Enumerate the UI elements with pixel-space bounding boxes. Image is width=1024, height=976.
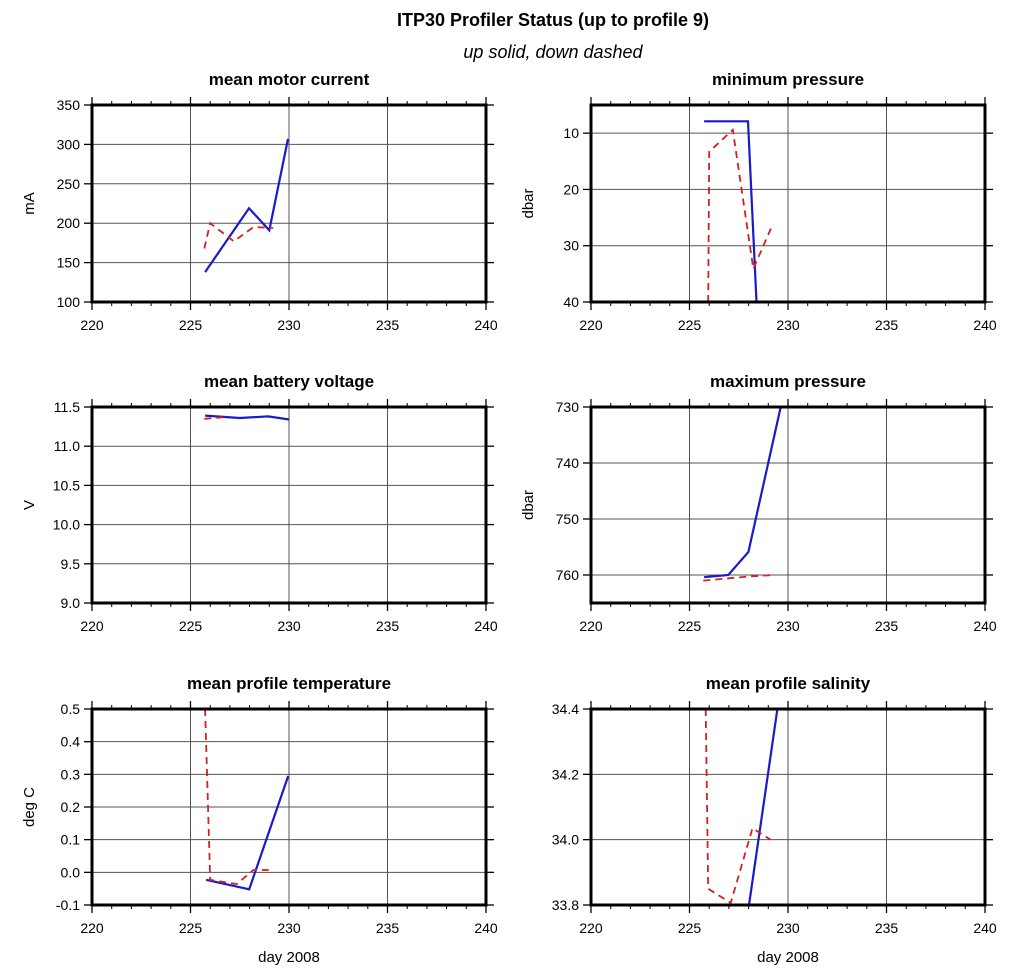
x-tick-label: 240 bbox=[474, 920, 498, 936]
y-axis-label: V bbox=[21, 500, 38, 510]
series-down-line bbox=[204, 417, 224, 419]
x-tick-label: 235 bbox=[376, 618, 400, 634]
y-tick-label: 9.5 bbox=[61, 556, 81, 572]
series-down-line bbox=[706, 709, 771, 903]
y-tick-label: 0.2 bbox=[61, 799, 81, 815]
y-axis-label: dbar bbox=[520, 490, 537, 520]
y-tick-label: 750 bbox=[556, 511, 580, 527]
x-tick-label: 225 bbox=[678, 317, 702, 333]
series-up-line bbox=[704, 121, 756, 302]
panel-5: 220 225 230 235 240 33.8 34.0 34.2 34.4 mean prof… bbox=[552, 674, 997, 966]
x-tick-label: 230 bbox=[277, 317, 301, 333]
y-tick-label: 34.0 bbox=[552, 832, 579, 848]
x-axis-label: day 2008 bbox=[757, 949, 819, 966]
x-tick-label: 235 bbox=[875, 618, 899, 634]
series-down-line bbox=[205, 709, 273, 884]
y-tick-label: 0.4 bbox=[61, 734, 81, 750]
y-tick-label: 10.5 bbox=[53, 477, 80, 493]
x-tick-label: 240 bbox=[474, 317, 498, 333]
series-up-line bbox=[205, 139, 288, 272]
y-tick-label: 0.0 bbox=[61, 864, 81, 880]
x-tick-label: 225 bbox=[678, 618, 702, 634]
y-tick-label: 10.0 bbox=[53, 517, 80, 533]
y-tick-label: 200 bbox=[57, 215, 81, 231]
figure-title: ITP30 Profiler Status (up to profile 9) bbox=[397, 10, 709, 30]
x-tick-label: 220 bbox=[579, 618, 603, 634]
panel-title: mean battery voltage bbox=[204, 372, 374, 391]
x-tick-label: 240 bbox=[973, 317, 997, 333]
x-tick-label: 240 bbox=[973, 920, 997, 936]
y-tick-label: 20 bbox=[563, 181, 579, 197]
y-axis-label: deg C bbox=[21, 787, 38, 827]
y-tick-label: 0.5 bbox=[61, 701, 81, 717]
panel-title: maximum pressure bbox=[710, 372, 866, 391]
series-up-line bbox=[704, 407, 781, 577]
x-tick-label: 225 bbox=[179, 618, 203, 634]
x-tick-label: 225 bbox=[678, 920, 702, 936]
figure-subtitle: up solid, down dashed bbox=[463, 42, 643, 62]
x-tick-label: 235 bbox=[875, 920, 899, 936]
y-tick-label: 33.8 bbox=[552, 897, 579, 913]
y-tick-label: 40 bbox=[563, 294, 579, 310]
series-down-line bbox=[204, 223, 273, 248]
x-tick-label: 225 bbox=[179, 920, 203, 936]
x-tick-label: 230 bbox=[776, 618, 800, 634]
panel-title: minimum pressure bbox=[712, 70, 864, 89]
panel-title: mean profile salinity bbox=[706, 674, 871, 693]
y-tick-label: 760 bbox=[556, 567, 580, 583]
y-tick-label: 11.0 bbox=[54, 438, 80, 454]
y-axis-label: mA bbox=[21, 192, 38, 215]
x-tick-label: 220 bbox=[579, 317, 603, 333]
x-tick-label: 235 bbox=[376, 317, 400, 333]
y-tick-label: 300 bbox=[57, 136, 81, 152]
y-tick-label: 150 bbox=[57, 255, 81, 271]
y-tick-label: 350 bbox=[57, 97, 81, 113]
y-tick-label: 11.5 bbox=[54, 399, 80, 415]
x-tick-label: 240 bbox=[973, 618, 997, 634]
x-axis-label: day 2008 bbox=[258, 949, 320, 966]
y-tick-label: 0.1 bbox=[61, 832, 81, 848]
x-tick-label: 230 bbox=[776, 920, 800, 936]
panel-title: mean profile temperature bbox=[187, 674, 391, 693]
panel-4: 220 225 230 235 240 -0.1 0.0 0.1 0.2 0.3 0.4 0.5 mea… bbox=[21, 674, 498, 966]
x-tick-label: 240 bbox=[474, 618, 498, 634]
y-axis-label: dbar bbox=[520, 188, 537, 218]
panel-1: 220 225 230 235 240 10 20 30 40 minimum pressure d… bbox=[520, 70, 997, 333]
x-tick-label: 220 bbox=[80, 618, 104, 634]
x-tick-label: 230 bbox=[776, 317, 800, 333]
x-tick-label: 235 bbox=[376, 920, 400, 936]
x-tick-label: 230 bbox=[277, 618, 301, 634]
x-tick-label: 225 bbox=[179, 317, 203, 333]
y-tick-label: 30 bbox=[563, 238, 579, 254]
y-tick-label: 250 bbox=[57, 176, 81, 192]
y-tick-label: -0.1 bbox=[56, 897, 80, 913]
x-tick-label: 220 bbox=[579, 920, 603, 936]
x-tick-label: 220 bbox=[80, 317, 104, 333]
y-tick-label: 730 bbox=[556, 399, 580, 415]
panel-2: 220 225 230 235 240 9.0 9.5 10.0 10.5 11.0 11.5 mea… bbox=[21, 372, 498, 634]
series-down-line bbox=[708, 130, 772, 302]
y-tick-label: 740 bbox=[556, 455, 580, 471]
panel-3: 220 225 230 235 240 730 740 750 760 maximum press… bbox=[520, 372, 997, 634]
y-tick-label: 34.4 bbox=[552, 701, 579, 717]
panel-title: mean motor current bbox=[209, 70, 370, 89]
y-tick-label: 100 bbox=[57, 294, 81, 310]
y-tick-label: 9.0 bbox=[61, 595, 81, 611]
panel-0: 220 225 230 235 240 100 150 200 250 300 350 mean mo… bbox=[21, 70, 498, 333]
y-tick-label: 34.2 bbox=[552, 766, 579, 782]
x-tick-label: 230 bbox=[277, 920, 301, 936]
series-up-line bbox=[749, 709, 777, 905]
y-tick-label: 0.3 bbox=[61, 766, 81, 782]
x-tick-label: 220 bbox=[80, 920, 104, 936]
x-tick-label: 235 bbox=[875, 317, 899, 333]
y-tick-label: 10 bbox=[563, 125, 579, 141]
